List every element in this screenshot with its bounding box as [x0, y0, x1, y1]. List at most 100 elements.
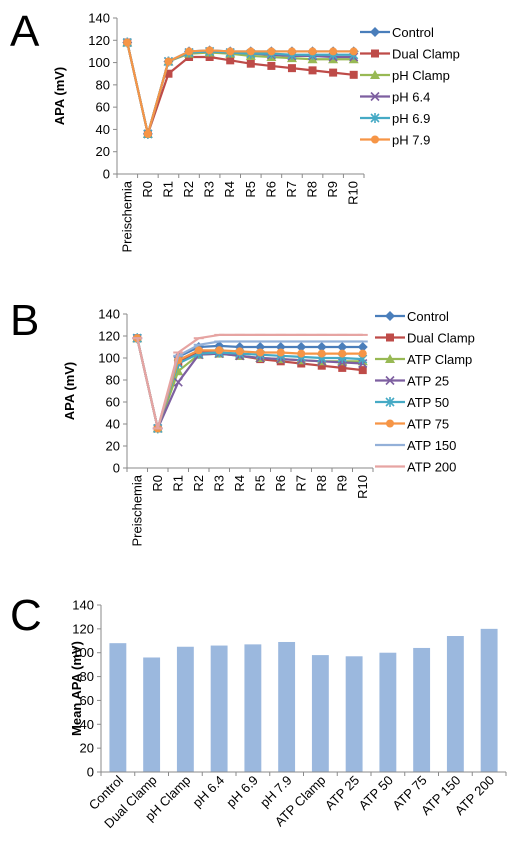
- y-tick-label: 20: [106, 439, 120, 454]
- data-point: [296, 342, 307, 352]
- data-point: [316, 342, 327, 352]
- data-point: [370, 91, 380, 102]
- panel-c: C 0 20 40 60 80 100 120 140 Control Dual Clamp pH …: [0, 580, 511, 857]
- data-point: [370, 27, 380, 37]
- panel-letter: C: [10, 591, 42, 640]
- x-tick-label: R9: [325, 181, 340, 198]
- data-point: [185, 47, 194, 56]
- y-tick-label: 80: [96, 77, 110, 92]
- data-point: [226, 56, 235, 65]
- data-point: [385, 375, 395, 386]
- x-tick-label: ATP 25: [322, 773, 362, 813]
- data-point: [371, 49, 379, 58]
- data-point: [317, 349, 326, 358]
- data-point: [194, 346, 203, 355]
- x-tick-label: ATP 50: [356, 773, 396, 813]
- data-point: [337, 342, 348, 352]
- data-point: [267, 61, 276, 70]
- x-tick-label: R0: [150, 475, 165, 492]
- series-line: [136, 333, 363, 430]
- data-point: [205, 46, 214, 55]
- y-tick-label: 20: [96, 144, 110, 159]
- y-tick-label: 20: [80, 741, 94, 756]
- data-point: [385, 311, 395, 321]
- y-tick-label: 0: [87, 765, 94, 780]
- x-tick-label: R5: [252, 475, 267, 492]
- data-point: [287, 47, 296, 56]
- panel-letter: B: [10, 296, 39, 345]
- y-tick-label: 120: [98, 329, 120, 344]
- y-axis-label: APA (mV): [52, 67, 67, 126]
- x-tick-label: R8: [314, 475, 329, 492]
- data-point: [143, 129, 152, 138]
- data-point: [370, 70, 380, 79]
- x-tick-label: R7: [284, 181, 299, 198]
- legend-label: Dual Clamp: [392, 47, 460, 62]
- data-point: [358, 349, 367, 358]
- y-tick-label: 40: [96, 122, 110, 137]
- x-tick-label: pH 6.4: [190, 773, 228, 811]
- legend-label: pH 6.4: [392, 90, 430, 105]
- x-tick-label: Preischemia: [119, 180, 134, 252]
- bar: [210, 645, 228, 772]
- x-tick-label: R10: [355, 475, 370, 499]
- x-tick-label: R0: [140, 181, 155, 198]
- x-tick-label: R1: [160, 181, 175, 198]
- legend-label: Dual Clamp: [407, 331, 475, 346]
- bar: [143, 657, 161, 772]
- x-tick-label: Preischemia: [129, 474, 144, 546]
- legend-label: pH 6.9: [392, 111, 430, 126]
- x-tick-label: pH 6.9: [223, 773, 261, 811]
- data-point: [338, 363, 347, 372]
- data-point: [246, 47, 255, 56]
- data-point: [349, 47, 358, 56]
- bar: [379, 652, 397, 772]
- line-chart-a: A 0 20 40 60 80 100 120 140 Preischemia R0 R1 R2 R3 R…: [10, 7, 460, 253]
- data-point: [164, 69, 173, 78]
- bar: [176, 646, 194, 772]
- legend-label: Control: [392, 25, 434, 40]
- line-chart-b: B 0 20 40 60 80 100 120 140 Preischemia R0 R1 R2 R3 R…: [10, 296, 475, 547]
- data-point: [256, 348, 265, 357]
- data-point: [276, 348, 285, 357]
- data-point: [287, 64, 296, 73]
- data-point: [297, 349, 306, 358]
- data-point: [370, 113, 380, 123]
- y-tick-label: 100: [88, 55, 110, 70]
- y-tick-label: 100: [72, 645, 94, 660]
- legend-label: pH Clamp: [392, 68, 450, 83]
- data-point: [386, 419, 394, 428]
- y-axis-label: APA (mV): [62, 362, 77, 421]
- legend-label: ATP 75: [407, 417, 449, 432]
- y-tick-label: 100: [98, 351, 120, 366]
- y-tick-label: 40: [106, 417, 120, 432]
- x-tick-label: R6: [273, 475, 288, 492]
- x-tick-label: R8: [305, 181, 320, 198]
- legend-label: ATP 50: [407, 395, 449, 410]
- bar: [109, 643, 127, 772]
- legend-label: ATP 150: [407, 438, 456, 453]
- data-point: [308, 66, 317, 75]
- y-tick-label: 80: [106, 373, 120, 388]
- legend-label: pH 7.9: [392, 133, 430, 148]
- data-point: [371, 135, 379, 144]
- y-tick-label: 80: [80, 669, 94, 684]
- x-tick-label: R2: [181, 181, 196, 198]
- x-tick-label: R10: [346, 181, 361, 205]
- bar: [446, 636, 464, 772]
- y-tick-label: 60: [80, 693, 94, 708]
- y-tick-label: 40: [80, 717, 94, 732]
- x-tick-label: R2: [191, 475, 206, 492]
- y-tick-label: 60: [96, 100, 110, 115]
- y-tick-label: 140: [72, 598, 94, 613]
- x-tick-label: R3: [202, 181, 217, 198]
- bar: [244, 644, 262, 772]
- data-point: [205, 53, 214, 61]
- data-point: [385, 354, 395, 363]
- panel-a: A 0 20 40 60 80 100 120 140 Preischemia R0 R1 R2 R3 R…: [0, 0, 511, 285]
- legend-label: ATP 200: [407, 460, 456, 475]
- data-point: [357, 342, 368, 352]
- data-point: [329, 68, 338, 77]
- x-tick-label: R3: [211, 475, 226, 492]
